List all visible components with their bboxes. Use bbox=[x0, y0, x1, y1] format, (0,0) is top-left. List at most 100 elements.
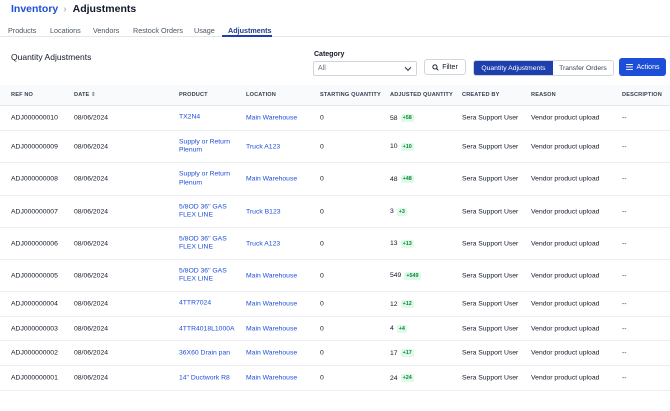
breadcrumb: Inventory › Adjustments bbox=[11, 1, 136, 17]
cell-created-by: Sera Support User bbox=[462, 374, 519, 382]
cell-ref: ADJ000000009 bbox=[11, 143, 58, 150]
category-select-value: All bbox=[318, 65, 326, 72]
header-created-by: CREATED BY bbox=[462, 92, 500, 98]
cell-ref: ADJ000000002 bbox=[11, 349, 58, 357]
cell-location-link[interactable]: Main Warehouse bbox=[246, 325, 298, 332]
cell-adjusted: 10 +10 bbox=[390, 142, 414, 151]
cell-adjusted: 12 +12 bbox=[390, 300, 414, 308]
cell-reason: Vendor product upload bbox=[531, 349, 600, 357]
cell-date: 08/06/2024 bbox=[74, 300, 109, 308]
cell-created-by: Sera Support User bbox=[462, 349, 519, 357]
cell-created-by: Sera Support User bbox=[462, 300, 519, 308]
cell-product-link[interactable]: 5/8OD 36" GAS FLEX LINE bbox=[179, 202, 227, 219]
tab-locations[interactable]: Locations bbox=[50, 26, 81, 35]
cell-date: 08/06/2024 bbox=[74, 143, 109, 150]
cell-product-link[interactable]: Supply or Return Plenum bbox=[179, 137, 231, 154]
delta-badge: +17 bbox=[400, 349, 414, 357]
cell-starting: 0 bbox=[320, 300, 324, 308]
cell-location-link[interactable]: Main Warehouse bbox=[246, 300, 298, 308]
cell-starting: 0 bbox=[320, 143, 324, 150]
search-icon bbox=[432, 63, 439, 71]
cell-adjusted: 13 +13 bbox=[390, 239, 414, 248]
header-adjusted-quantity: ADJUSTED QUANTITY bbox=[390, 92, 453, 98]
cell-product-link[interactable]: 4TTR4018L1000A bbox=[179, 325, 235, 332]
cell-ref: ADJ000000005 bbox=[11, 272, 58, 279]
transfer-orders-toggle[interactable]: Transfer Orders bbox=[552, 61, 613, 75]
tab-products[interactable]: Products bbox=[8, 26, 37, 35]
quantity-adjustments-toggle[interactable]: Quantity Adjustments bbox=[474, 61, 553, 75]
cell-starting: 0 bbox=[320, 114, 324, 122]
cell-location-link[interactable]: Main Warehouse bbox=[246, 114, 298, 122]
table-row: ADJ000000003 08/06/2024 4TTR4018L1000A M… bbox=[0, 317, 670, 341]
cell-product-link[interactable]: 14" Ductwork R8 bbox=[179, 374, 230, 382]
cell-ref: ADJ000000001 bbox=[11, 374, 58, 382]
cell-location-link[interactable]: Truck A123 bbox=[246, 143, 281, 150]
cell-reason: Vendor product upload bbox=[531, 272, 600, 279]
cell-product-link[interactable]: 4TTR7024 bbox=[179, 299, 212, 307]
cell-product-link[interactable]: TX2N4 bbox=[179, 113, 201, 121]
delta-badge: +549 bbox=[404, 271, 421, 280]
cell-created-by: Sera Support User bbox=[462, 325, 519, 332]
cell-product-link[interactable]: 36X60 Drain pan bbox=[179, 349, 231, 357]
cell-reason: Vendor product upload bbox=[531, 175, 600, 183]
cell-description: -- bbox=[622, 300, 627, 308]
cell-reason: Vendor product upload bbox=[531, 374, 600, 382]
table-header: REF NO DATE ⇕ PRODUCT LOCATION STARTING … bbox=[0, 85, 670, 106]
view-toggle: Quantity Adjustments Transfer Orders bbox=[473, 60, 614, 76]
filter-button[interactable]: Filter bbox=[424, 59, 466, 75]
cell-product-link[interactable]: 5/8OD 36" GAS FLEX LINE bbox=[179, 266, 227, 283]
delta-badge: +13 bbox=[400, 239, 414, 248]
header-date[interactable]: DATE ⇕ bbox=[74, 92, 96, 98]
cell-location-link[interactable]: Main Warehouse bbox=[246, 175, 298, 183]
category-label: Category bbox=[314, 51, 345, 58]
cell-description: -- bbox=[622, 143, 627, 150]
cell-date: 08/06/2024 bbox=[74, 325, 109, 332]
tab-usage[interactable]: Usage bbox=[194, 26, 215, 35]
sort-icon: ⇕ bbox=[91, 92, 96, 98]
cell-description: -- bbox=[622, 325, 627, 332]
cell-starting: 0 bbox=[320, 208, 324, 215]
cell-location-link[interactable]: Main Warehouse bbox=[246, 374, 298, 382]
cell-starting: 0 bbox=[320, 240, 324, 247]
table-row: ADJ000000006 08/06/2024 5/8OD 36" GAS FL… bbox=[0, 228, 670, 260]
tab-vendors[interactable]: Vendors bbox=[93, 26, 120, 35]
header-description: DESCRIPTION bbox=[622, 92, 662, 98]
table-row: ADJ000000009 08/06/2024 Supply or Return… bbox=[0, 131, 670, 163]
delta-badge: +48 bbox=[400, 175, 414, 183]
cell-starting: 0 bbox=[320, 325, 324, 332]
cell-reason: Vendor product upload bbox=[531, 300, 600, 308]
breadcrumb-inventory-link[interactable]: Inventory bbox=[11, 3, 59, 15]
cell-location-link[interactable]: Main Warehouse bbox=[246, 349, 298, 357]
category-select[interactable]: All bbox=[313, 61, 417, 76]
cell-product-link[interactable]: 5/8OD 36" GAS FLEX LINE bbox=[179, 234, 227, 251]
cell-location-link[interactable]: Truck A123 bbox=[246, 240, 281, 247]
cell-date: 08/06/2024 bbox=[74, 175, 109, 183]
section-title: Quantity Adjustments bbox=[11, 52, 92, 62]
cell-created-by: Sera Support User bbox=[462, 240, 519, 247]
cell-description: -- bbox=[622, 175, 627, 183]
cell-created-by: Sera Support User bbox=[462, 208, 519, 215]
header-reason: REASON bbox=[531, 92, 556, 98]
header-product: PRODUCT bbox=[179, 92, 208, 98]
cell-date: 08/06/2024 bbox=[74, 272, 109, 279]
cell-product-link[interactable]: Supply or Return Plenum bbox=[179, 170, 231, 186]
cell-location-link[interactable]: Main Warehouse bbox=[246, 272, 298, 279]
tab-adjustments[interactable]: Adjustments bbox=[228, 26, 272, 35]
cell-starting: 0 bbox=[320, 349, 324, 357]
chevron-right-icon: › bbox=[63, 3, 67, 15]
cell-date: 08/06/2024 bbox=[74, 114, 109, 122]
cell-reason: Vendor product upload bbox=[531, 240, 600, 247]
cell-ref: ADJ000000004 bbox=[11, 300, 58, 308]
tab-restock-orders[interactable]: Restock Orders bbox=[133, 26, 183, 35]
cell-adjusted: 58 +58 bbox=[390, 114, 414, 122]
actions-button[interactable]: Actions bbox=[619, 58, 666, 76]
cell-reason: Vendor product upload bbox=[531, 114, 600, 122]
cell-location-link[interactable]: Truck B123 bbox=[246, 208, 281, 215]
cell-description: -- bbox=[622, 240, 627, 247]
delta-badge: +12 bbox=[400, 300, 414, 308]
cell-ref: ADJ000000008 bbox=[11, 175, 58, 183]
cell-description: -- bbox=[622, 349, 627, 357]
cell-date: 08/06/2024 bbox=[74, 240, 109, 247]
cell-description: -- bbox=[622, 272, 627, 279]
delta-badge: +3 bbox=[396, 207, 407, 216]
